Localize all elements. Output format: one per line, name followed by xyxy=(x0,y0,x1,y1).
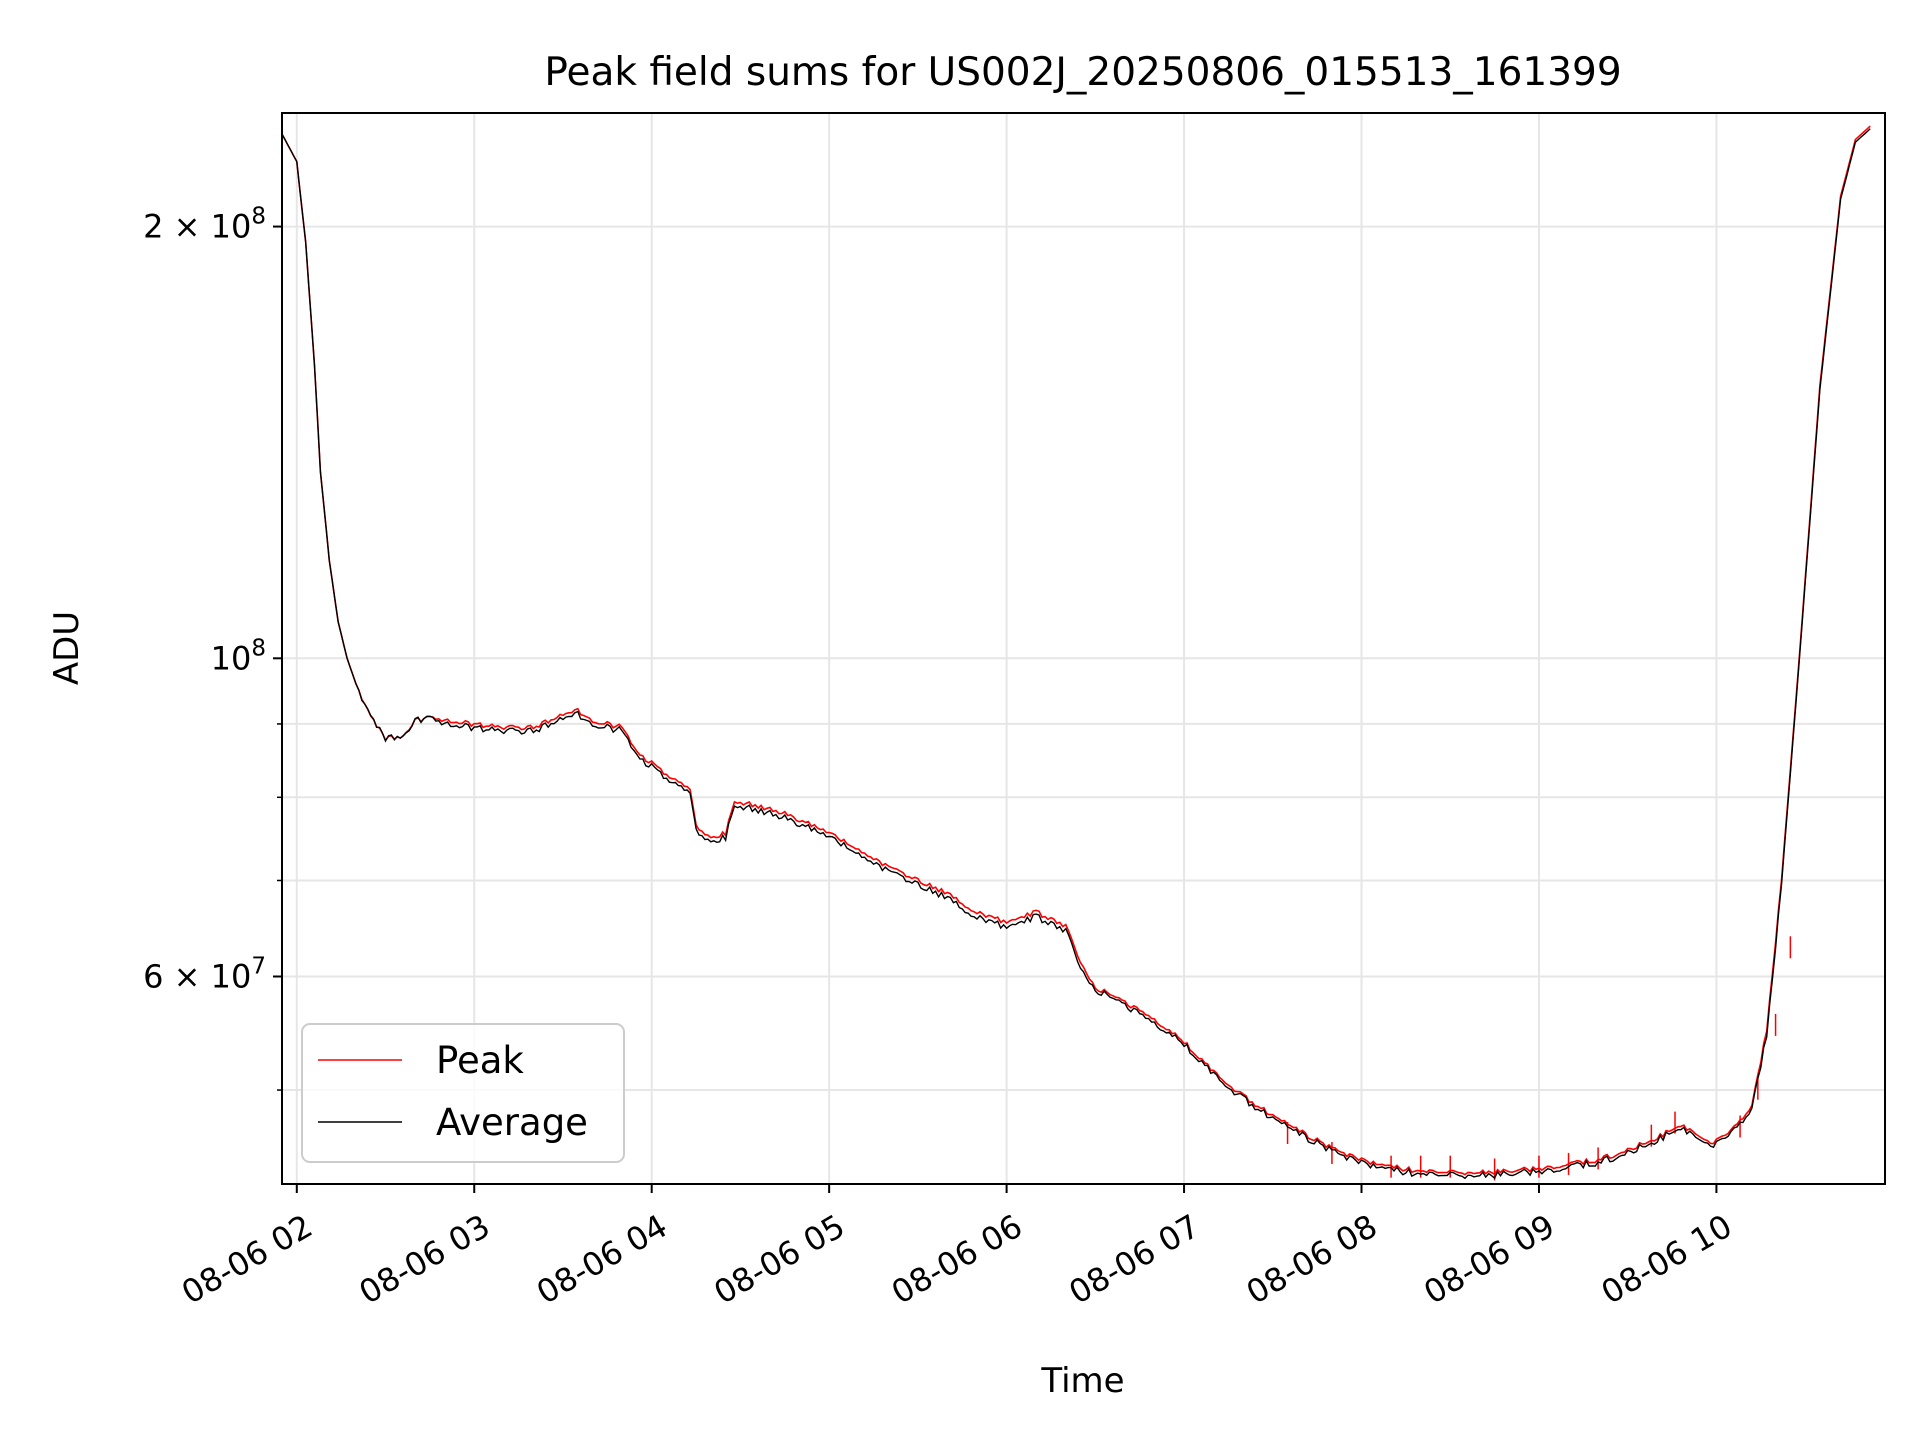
y-tick-label: 6 × 107 xyxy=(143,953,266,995)
y-axis-label: ADU xyxy=(47,611,87,685)
y-tick-label: 108 xyxy=(211,635,266,677)
x-axis-label: Time xyxy=(1040,1361,1124,1401)
legend: Peak Average xyxy=(301,1023,625,1163)
legend-average-label: Average xyxy=(436,1101,588,1144)
legend-box xyxy=(301,1023,625,1163)
plot-area-frame xyxy=(281,112,1886,1185)
chart-title: Peak field sums for US002J_20250806_0155… xyxy=(544,50,1621,95)
series-line-average xyxy=(282,128,1871,1180)
series-line-peak xyxy=(282,125,1871,1176)
grid-lines xyxy=(282,113,1885,1184)
series-lines xyxy=(282,125,1871,1181)
y-tick-label: 2 × 108 xyxy=(143,204,266,246)
legend-peak-label: Peak xyxy=(436,1039,524,1082)
